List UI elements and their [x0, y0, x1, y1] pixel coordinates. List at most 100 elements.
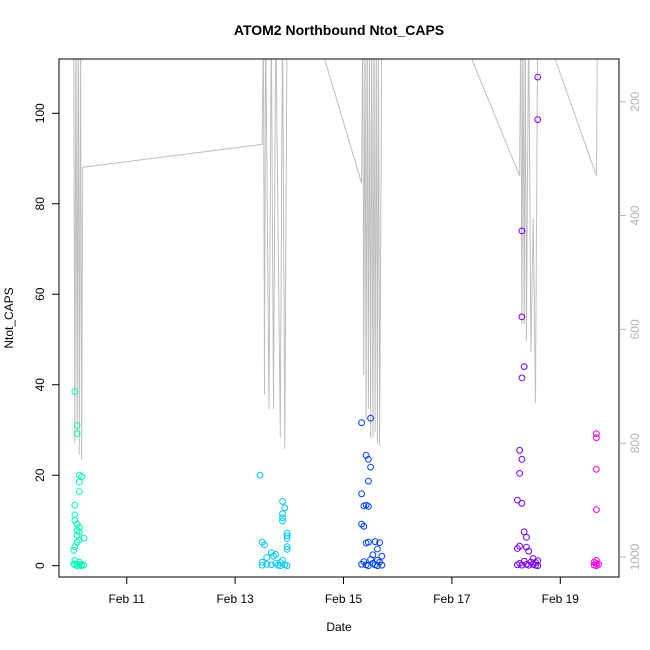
data-point: [279, 517, 286, 525]
data-point: [267, 549, 275, 556]
data-point: [534, 73, 542, 81]
data-point: [367, 463, 375, 471]
x-tick-label: Feb 11: [109, 592, 146, 606]
data-point: [534, 562, 542, 570]
y2-tick-label: 600: [628, 319, 642, 339]
chart-title: ATOM2 Northbound Ntot_CAPS: [234, 22, 444, 38]
data-point: [593, 562, 600, 570]
data-point: [279, 498, 286, 505]
data-point: [71, 501, 79, 509]
data-point: [75, 536, 83, 544]
data-point: [514, 545, 521, 552]
y2-tick-label: 400: [628, 205, 642, 225]
data-point: [281, 504, 289, 512]
data-point: [279, 514, 286, 522]
data-point: [267, 561, 275, 569]
y2-tick-label: 800: [628, 433, 642, 453]
data-point: [525, 561, 533, 569]
data-point: [374, 545, 381, 553]
data-point: [75, 488, 83, 495]
data-point: [73, 422, 81, 429]
data-point: [514, 561, 521, 569]
data-point: [283, 546, 291, 553]
data-point: [73, 430, 81, 438]
data-point: [71, 388, 79, 395]
data-point: [283, 543, 291, 551]
data-point: [365, 456, 372, 463]
data-point: [71, 543, 79, 551]
data-point: [270, 552, 277, 560]
data-point: [283, 535, 291, 542]
y-axis: 0 20 40 60 80 100: [33, 103, 59, 569]
grey-trace-layer: [73, 59, 598, 461]
data-point: [70, 546, 78, 554]
x-tick-label: Feb 13: [216, 592, 254, 606]
data-point: [516, 542, 523, 550]
data-point: [263, 554, 271, 561]
data-point: [518, 374, 526, 382]
data-point: [518, 561, 526, 569]
y-axis-right: 200 400 600 800 1000: [619, 91, 642, 570]
data-point: [525, 547, 533, 555]
data-point: [360, 522, 368, 530]
x-tick-label: Feb 15: [325, 592, 363, 606]
data-point: [279, 510, 286, 518]
y-tick-label: 40: [33, 378, 47, 392]
data-point: [516, 470, 523, 477]
data-point: [365, 562, 372, 570]
data-point: [256, 471, 264, 479]
data-point: [371, 538, 379, 546]
y-tick-label: 20: [33, 468, 47, 482]
data-point: [365, 477, 372, 485]
data-point: [276, 562, 284, 570]
data-point: [378, 561, 386, 569]
y2-tick-label: 1000: [628, 543, 642, 570]
data-point: [80, 534, 88, 542]
y-axis-label: Ntot_CAPS: [2, 287, 16, 348]
data-point: [374, 562, 381, 570]
data-point: [378, 552, 386, 560]
data-point: [360, 502, 368, 510]
data-point: [518, 313, 526, 321]
data-point: [283, 532, 291, 540]
data-point: [73, 562, 81, 570]
data-point: [593, 434, 600, 442]
grey-trace-line: [73, 59, 598, 461]
data-point: [73, 527, 81, 534]
y-tick-label: 80: [33, 197, 47, 211]
data-point: [518, 227, 526, 235]
points-layer: [70, 73, 603, 570]
data-point: [376, 539, 384, 546]
data-point: [71, 517, 79, 524]
data-point: [358, 490, 366, 498]
data-point: [362, 539, 370, 547]
data-point: [258, 561, 266, 569]
y-tick-label: 60: [33, 287, 47, 301]
data-point: [520, 363, 528, 371]
data-point: [518, 499, 526, 507]
data-point: [593, 465, 600, 473]
x-tick-label: Feb 17: [433, 592, 471, 606]
y2-tick-label: 200: [628, 91, 642, 111]
data-point: [261, 541, 268, 549]
data-point: [358, 520, 366, 528]
data-point: [358, 419, 366, 427]
data-point: [358, 560, 366, 568]
data-point: [75, 478, 83, 486]
data-point: [518, 456, 526, 463]
data-point: [516, 446, 523, 454]
data-point: [514, 496, 521, 504]
x-tick-label: Feb 19: [542, 592, 580, 606]
y-tick-label: 100: [33, 103, 47, 123]
data-point: [593, 430, 600, 438]
data-point: [78, 562, 85, 570]
data-point: [263, 560, 271, 568]
data-point: [523, 533, 530, 541]
data-point: [365, 503, 372, 510]
x-axis-label: Date: [326, 620, 352, 634]
x-axis: Feb 11 Feb 13 Feb 15 Feb 17 Feb 19: [109, 576, 580, 606]
data-point: [593, 506, 600, 514]
data-point: [534, 116, 542, 123]
data-point: [367, 414, 375, 422]
